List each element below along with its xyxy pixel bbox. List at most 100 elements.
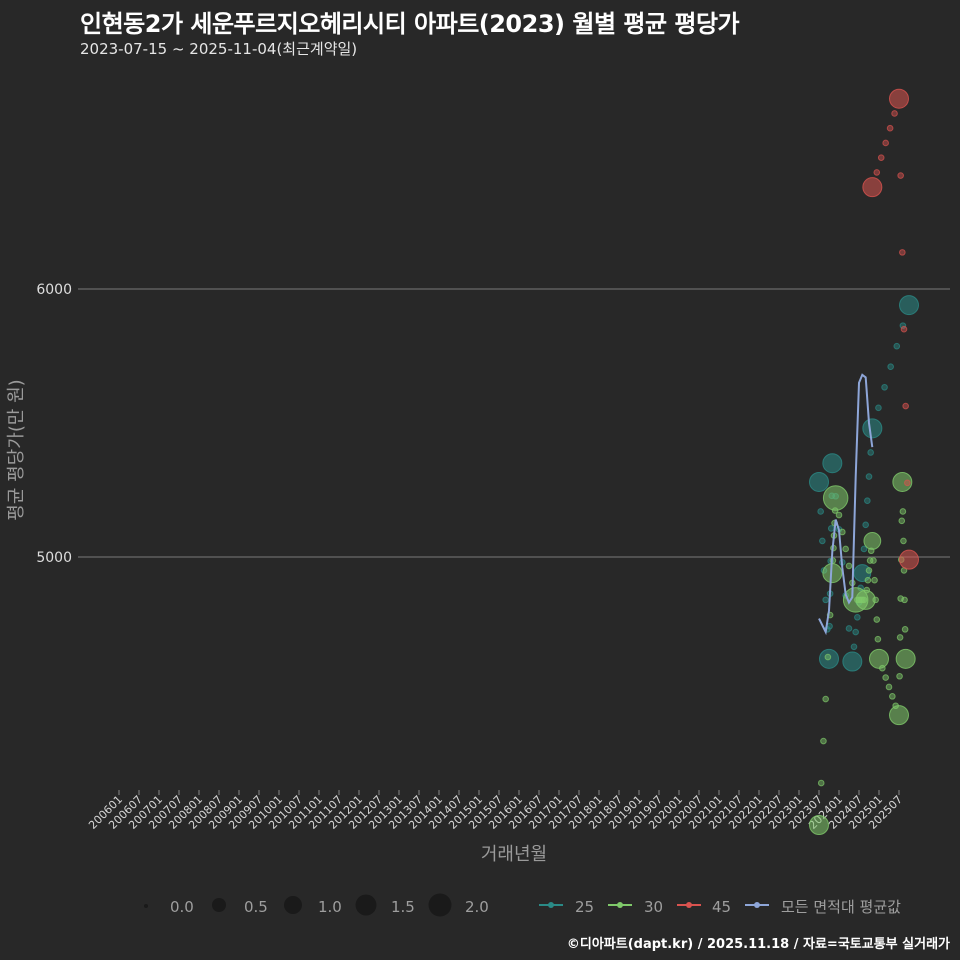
x-axis-title: 거래년월 <box>481 844 547 865</box>
trend-dot <box>873 169 881 176</box>
trend-dot <box>824 653 832 661</box>
trend-dot <box>902 402 909 410</box>
size-legend-label-4: 2.0 <box>465 898 489 916</box>
trend-dot <box>845 562 853 570</box>
legend-30-dot <box>617 902 623 908</box>
size-legend-label-3: 1.5 <box>391 898 415 916</box>
trend-dot <box>871 576 878 584</box>
trend-dot <box>891 110 898 117</box>
trend-dot <box>897 172 904 179</box>
trend-dot <box>870 557 877 564</box>
size-legend: 0.0 0.5 1.0 1.5 2.0 <box>144 893 489 917</box>
trend-dot <box>899 322 907 329</box>
trend-dot <box>822 596 829 604</box>
data-point <box>889 705 909 726</box>
data-point <box>899 549 919 570</box>
trend-dot <box>817 779 825 787</box>
y-axis-title: 평균 평당가(만 원) <box>6 379 27 520</box>
source-credit: ©디아파트(dapt.kr) / 2025.11.18 / 자료=국토교통부 실… <box>566 937 950 952</box>
data-point <box>809 815 829 835</box>
trend-dot <box>882 674 889 681</box>
trend-dot <box>842 545 849 553</box>
trend-dot <box>872 596 879 604</box>
data-point <box>889 88 909 109</box>
trend-dot <box>900 537 907 545</box>
trend-dot <box>835 511 843 519</box>
legend-45-dot <box>686 902 692 908</box>
trend-dot <box>820 737 827 745</box>
data-point <box>862 418 883 439</box>
trend-dot <box>854 614 861 621</box>
data-point <box>895 648 916 669</box>
trend-dot <box>845 625 853 632</box>
trend-dot <box>899 249 906 256</box>
trend-dot <box>817 508 824 515</box>
trend-dot <box>901 626 909 633</box>
trend-dot <box>819 537 826 545</box>
size-legend-dot-3 <box>355 894 377 916</box>
trend-dot <box>877 154 885 161</box>
chart-title: 인현동2가 세운푸르지오헤리시티 아파트(2023) 월별 평균 평당가 <box>80 10 740 38</box>
trend-dot <box>901 596 908 604</box>
trend-dot <box>896 634 904 641</box>
data-point <box>863 532 882 550</box>
series-45-points <box>862 88 919 570</box>
trend-dot <box>900 325 908 333</box>
trend-dot <box>875 404 882 412</box>
trend-dot <box>882 139 889 147</box>
trend-dot <box>881 383 888 391</box>
trend-dot <box>839 528 846 536</box>
data-point <box>862 177 883 198</box>
trend-dot <box>874 635 882 643</box>
trend-dot <box>896 672 903 680</box>
data-point <box>855 589 876 610</box>
size-legend-dot-0 <box>144 904 148 908</box>
trend-dot <box>886 124 894 132</box>
trend-dot <box>899 508 907 515</box>
trend-dot <box>852 628 859 636</box>
trend-dot <box>893 342 901 350</box>
trend-dot <box>865 473 873 480</box>
trend-dot <box>827 525 835 532</box>
data-point <box>819 648 839 669</box>
size-legend-dot-2 <box>284 896 302 914</box>
legend-25-dot <box>548 902 554 908</box>
series-average-line <box>818 373 874 636</box>
size-legend-label-0: 0.0 <box>170 898 194 916</box>
trend-dot <box>885 683 893 691</box>
size-legend-label-2: 1.0 <box>318 898 342 916</box>
legend-30-label: 30 <box>644 898 663 916</box>
trend-dot <box>850 643 858 651</box>
data-point <box>809 471 829 492</box>
size-legend-dot-4 <box>428 893 452 917</box>
size-legend-label-1: 0.5 <box>244 898 268 916</box>
trend-dot <box>822 695 829 703</box>
legend-45-label: 45 <box>712 898 731 916</box>
x-axis-ticks: 2006012006072007012007072008012008072009… <box>86 790 905 832</box>
y-tick-5000: 5000 <box>36 550 72 566</box>
trend-dot <box>889 693 896 700</box>
y-tick-6000: 6000 <box>36 282 72 298</box>
data-point <box>899 295 919 316</box>
data-point <box>822 453 843 474</box>
trend-dot <box>862 521 869 529</box>
legend-avg-dot <box>754 902 760 908</box>
trend-dot <box>867 449 874 456</box>
data-point <box>842 651 863 672</box>
size-legend-dot-1 <box>212 898 226 912</box>
trend-dot <box>860 545 868 553</box>
data-point <box>869 648 889 669</box>
chart-subtitle: 2023-07-15 ~ 2025-11-04(최근계약일) <box>80 40 358 58</box>
trend-dot <box>873 616 881 623</box>
trend-dot <box>866 557 874 564</box>
legend-25-label: 25 <box>575 898 594 916</box>
legend-avg-label: 모든 면적대 평균값 <box>781 898 901 916</box>
data-point <box>822 485 849 511</box>
color-legend: 25 30 45 모든 면적대 평균값 <box>539 898 901 916</box>
trend-dot <box>864 576 872 584</box>
trend-dot <box>864 497 871 505</box>
trend-dot <box>898 517 906 525</box>
trend-dot <box>887 363 894 371</box>
trend-dot <box>865 567 873 574</box>
